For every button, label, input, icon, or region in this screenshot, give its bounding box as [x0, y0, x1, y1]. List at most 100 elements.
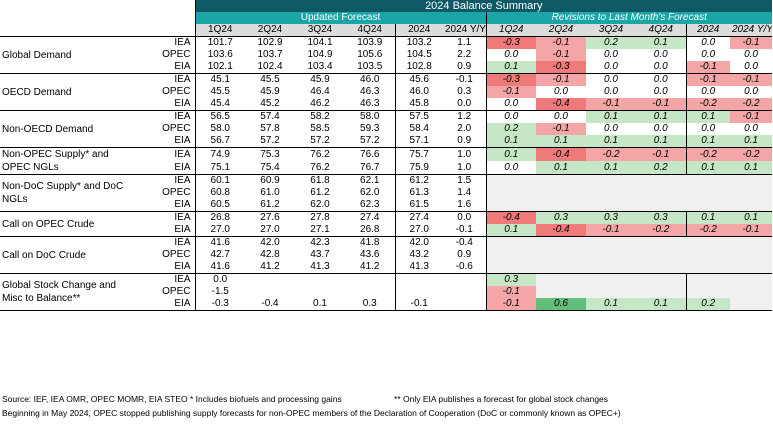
- revision-value: 0.0: [653, 49, 668, 60]
- revision-value: 0.0: [604, 123, 618, 134]
- forecast-value: 0.3: [345, 298, 395, 311]
- revision-value: [730, 298, 773, 311]
- revision-value: -0.1: [730, 73, 773, 86]
- source-label: IEA: [139, 147, 196, 161]
- forecast-value: 46.0: [394, 86, 443, 98]
- revision-value: 0.0: [744, 86, 758, 97]
- source-label: OPEC: [139, 86, 196, 98]
- revision-value: 0.1: [685, 161, 730, 175]
- col-header: 2024 Y/Y: [443, 24, 486, 37]
- forecast-value: [443, 298, 486, 311]
- forecast-value: 46.3: [345, 98, 395, 111]
- forecast-value: 103.2: [394, 36, 443, 49]
- forecast-value: 1.4: [457, 187, 472, 198]
- revision-value: 0.2: [586, 36, 636, 49]
- revision-value: 0.0: [485, 98, 536, 111]
- forecast-value: 76.6: [360, 148, 380, 160]
- revision-value: [536, 286, 586, 298]
- forecast-value: 46.3: [360, 86, 380, 97]
- forecast-value: 62.3: [345, 199, 395, 212]
- row-group-label: Call on DoC Crude: [0, 236, 139, 274]
- revision-value: 0.1: [730, 211, 773, 224]
- forecast-value: [295, 286, 345, 298]
- source-label: EIA: [139, 298, 196, 311]
- forecast-value: 102.1: [195, 61, 245, 74]
- forecast-value: 1.0: [457, 148, 472, 160]
- source-label: EIA: [139, 98, 196, 111]
- forecast-value: 74.9: [210, 148, 230, 160]
- revision-value: 0.1: [730, 161, 773, 175]
- source-label: EIA: [139, 135, 196, 148]
- col-header: 2Q24: [536, 24, 586, 37]
- table-row: OPEC -1.5 -0.1: [0, 286, 773, 298]
- forecast-value: 27.4: [360, 212, 380, 223]
- forecast-value: 59.3: [360, 123, 380, 134]
- forecast-value: 42.0: [394, 236, 443, 249]
- col-header: 3Q24: [295, 24, 345, 37]
- footnote-eia-only: ** Only EIA publishes a forecast for glo…: [394, 394, 609, 404]
- forecast-value: 0.0: [213, 274, 228, 285]
- row-group-label: Non-OECD Demand: [0, 110, 139, 148]
- forecast-value: 102.4: [245, 61, 295, 74]
- revision-value: 0.1: [586, 161, 636, 175]
- updated-forecast-header: Updated Forecast: [195, 12, 486, 24]
- source-label: OPEC: [139, 49, 196, 61]
- forecast-value: 45.5: [260, 74, 280, 85]
- forecast-value: [345, 274, 395, 287]
- forecast-value: 0.0: [457, 212, 472, 223]
- forecast-value: 26.8: [210, 212, 230, 223]
- forecast-value: 42.0: [260, 237, 280, 248]
- forecast-value: 61.0: [260, 187, 280, 198]
- table-row: Non-OPEC Supply* and OPEC NGLs IEA 74.9 75.…: [0, 147, 773, 175]
- forecast-value: 45.9: [310, 74, 330, 85]
- forecast-value: 61.5: [394, 199, 443, 212]
- column-header-row: 1Q24 2Q24 3Q24 4Q24 2024 2024 Y/Y 1Q24 2…: [0, 24, 773, 37]
- footnote-sources: Source: IEF, IEA OMR, OPEC MOMR, EIA STE…: [2, 394, 342, 404]
- forecast-value: 1.5: [457, 175, 472, 186]
- forecast-value: 103.9: [357, 37, 383, 48]
- revision-value: 0.3: [536, 211, 586, 224]
- forecast-value: 41.8: [360, 237, 380, 248]
- forecast-value: 45.6: [394, 73, 443, 86]
- revision-value: 0.1: [586, 135, 636, 148]
- revision-value: -0.3: [485, 36, 536, 49]
- forecast-value: 58.5: [310, 123, 330, 134]
- forecast-value: 102.8: [394, 61, 443, 74]
- forecast-value: -1.5: [211, 286, 229, 297]
- revision-value: [636, 286, 686, 298]
- source-label: IEA: [139, 73, 196, 86]
- forecast-value: 0.9: [457, 249, 472, 260]
- forecast-value: 57.2: [245, 135, 295, 148]
- forecast-value: [245, 274, 295, 287]
- revision-value: -0.4: [536, 147, 586, 161]
- revision-value: 0.0: [653, 74, 668, 85]
- revisions-not-available: [485, 174, 773, 212]
- forecast-value: 103.7: [257, 49, 283, 60]
- forecast-value: 46.0: [360, 74, 380, 85]
- revision-value: -0.4: [536, 98, 586, 111]
- forecast-value: 45.8: [394, 98, 443, 111]
- source-label: EIA: [139, 161, 196, 175]
- revision-value: 0.0: [586, 61, 636, 74]
- forecast-value: 60.9: [260, 175, 280, 186]
- revision-value: -0.1: [730, 110, 773, 123]
- revision-value: -0.4: [485, 211, 536, 224]
- forecast-value: 2.2: [457, 49, 472, 60]
- forecast-value: 75.7: [394, 147, 443, 161]
- revisions-header: Revisions to Last Month's Forecast: [485, 12, 773, 24]
- forecast-value: 104.1: [307, 37, 333, 48]
- row-group-label: Global Demand: [0, 36, 139, 74]
- revision-value: 0.1: [536, 161, 586, 175]
- revision-value: -0.2: [636, 224, 686, 237]
- revision-value: -0.2: [586, 147, 636, 161]
- forecast-value: 105.6: [357, 49, 383, 60]
- revisions-not-available: [485, 236, 773, 274]
- revision-value: 0.1: [636, 135, 686, 148]
- revision-value: 0.0: [604, 86, 618, 97]
- revision-value: 0.3: [485, 273, 536, 286]
- forecast-value: 46.4: [310, 86, 330, 97]
- forecast-value: -0.4: [245, 298, 295, 311]
- forecast-value: 58.2: [310, 111, 330, 122]
- forecast-value: 103.4: [295, 61, 345, 74]
